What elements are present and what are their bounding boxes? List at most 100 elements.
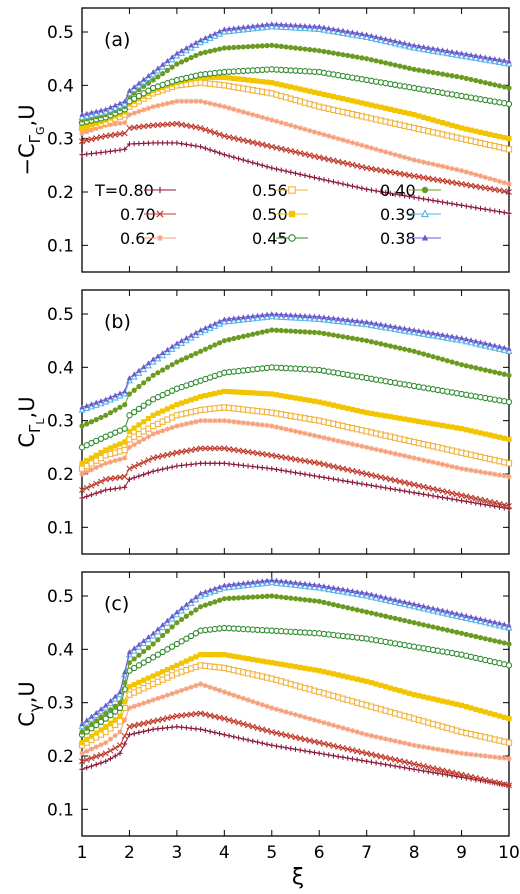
- data-point: [136, 383, 142, 390]
- data-point: [443, 610, 451, 617]
- series-line: [81, 582, 510, 728]
- data-point: [335, 464, 342, 471]
- data-point: [84, 402, 90, 408]
- data-point: [330, 584, 337, 590]
- data-point: [144, 361, 152, 369]
- data-point: [102, 397, 110, 405]
- data-point: [306, 152, 313, 159]
- data-point: [226, 153, 232, 159]
- data-point: [415, 173, 422, 180]
- data-point: [496, 209, 503, 215]
- data-point: [397, 688, 403, 694]
- legend-marker: [421, 234, 429, 241]
- data-point: [183, 686, 189, 692]
- data-point: [160, 71, 166, 77]
- data-point: [439, 331, 446, 337]
- data-point: [154, 122, 161, 129]
- data-point: [392, 763, 398, 769]
- data-point: [320, 461, 327, 468]
- data-point: [130, 372, 138, 380]
- data-point: [112, 458, 118, 464]
- data-point: [444, 489, 451, 496]
- data-point: [506, 506, 512, 512]
- data-point: [278, 594, 284, 600]
- data-point: [263, 23, 271, 30]
- data-point: [221, 74, 227, 80]
- data-point: [307, 47, 313, 53]
- data-point: [231, 461, 237, 467]
- data-point: [302, 151, 308, 158]
- data-point: [482, 636, 488, 642]
- data-point: [259, 593, 265, 600]
- data-point: [401, 171, 408, 178]
- data-point: [402, 325, 408, 331]
- data-point: [83, 404, 91, 412]
- data-point: [292, 328, 299, 334]
- data-point: [164, 725, 170, 731]
- data-point: [501, 371, 507, 377]
- data-point: [405, 327, 413, 335]
- data-point: [131, 731, 137, 737]
- data-point: [444, 178, 451, 185]
- data-point: [154, 627, 162, 635]
- data-point: [273, 312, 281, 320]
- data-point: [225, 317, 233, 325]
- data-point: [169, 724, 175, 730]
- data-point: [505, 398, 513, 406]
- data-point: [364, 56, 370, 62]
- data-point: [458, 611, 465, 617]
- data-point: [392, 38, 398, 44]
- data-point: [179, 59, 185, 65]
- data-point: [103, 758, 109, 764]
- data-point: [316, 154, 323, 161]
- data-point: [149, 70, 157, 78]
- y-tick-label: 0.4: [47, 640, 74, 660]
- data-point: [477, 469, 484, 475]
- data-point: [273, 144, 280, 151]
- data-point: [135, 405, 143, 413]
- data-point: [173, 120, 180, 127]
- data-point: [392, 62, 398, 68]
- data-point: [434, 487, 441, 493]
- data-point: [421, 603, 427, 609]
- data-point: [231, 595, 237, 601]
- data-point: [492, 177, 498, 183]
- data-point: [141, 648, 147, 655]
- data-point: [430, 765, 437, 772]
- data-point: [136, 367, 142, 373]
- data-point: [496, 434, 503, 440]
- data-point: [492, 433, 498, 439]
- data-point: [444, 72, 450, 78]
- data-point: [126, 428, 133, 434]
- data-point: [321, 132, 327, 138]
- data-point: [117, 100, 123, 106]
- data-point: [453, 770, 460, 777]
- data-point: [250, 77, 256, 84]
- data-point: [424, 331, 432, 338]
- data-point: [326, 721, 332, 727]
- data-point: [273, 453, 280, 460]
- data-point: [378, 735, 384, 741]
- data-point: [287, 455, 294, 462]
- data-point: [97, 109, 105, 116]
- data-point: [392, 414, 398, 421]
- data-point: [92, 711, 100, 719]
- data-point: [468, 751, 474, 757]
- data-point: [335, 403, 341, 409]
- data-point: [505, 623, 513, 631]
- data-point: [188, 397, 194, 403]
- data-point: [297, 457, 304, 464]
- data-point: [335, 158, 342, 165]
- data-point: [79, 111, 85, 117]
- data-point: [212, 30, 218, 36]
- data-point: [296, 314, 304, 321]
- data-point: [311, 23, 318, 29]
- data-point: [107, 459, 114, 465]
- data-point: [245, 77, 251, 83]
- data-point: [226, 717, 233, 723]
- data-point: [216, 731, 223, 737]
- data-point: [463, 498, 469, 505]
- data-point: [112, 708, 119, 715]
- data-point: [193, 654, 199, 660]
- data-point: [103, 149, 109, 155]
